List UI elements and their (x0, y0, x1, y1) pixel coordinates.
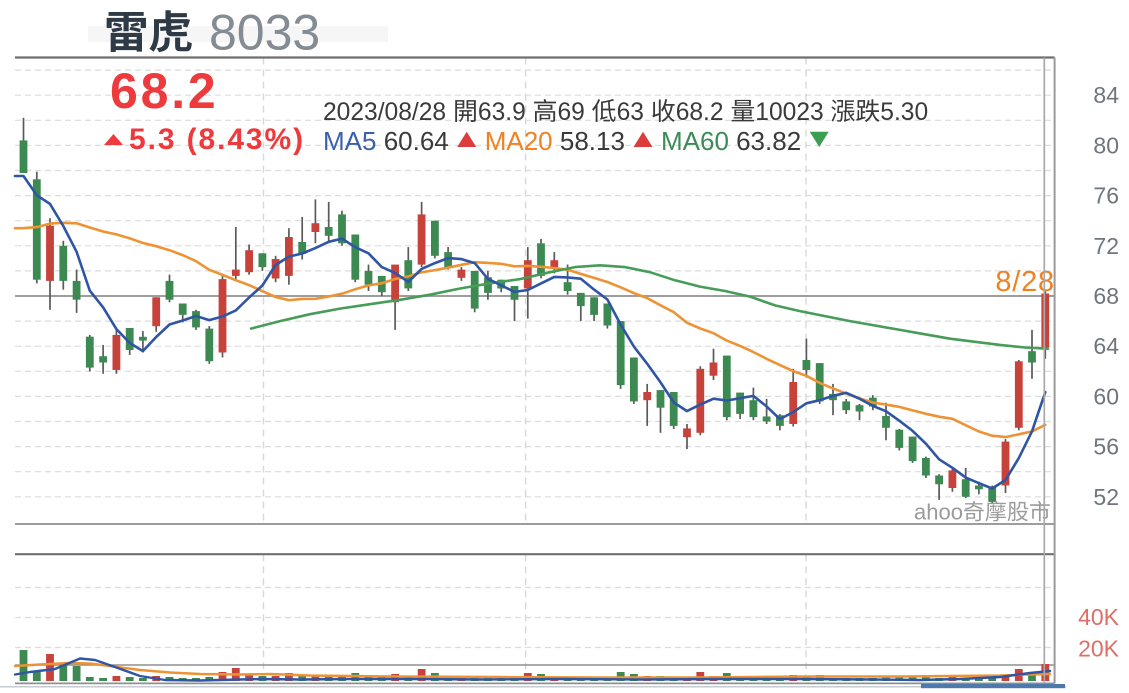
svg-text:76: 76 (1093, 183, 1119, 209)
svg-text:84: 84 (1093, 82, 1119, 108)
svg-text:68.2: 68.2 (110, 63, 219, 119)
svg-text:MA60: MA60 (661, 126, 736, 156)
svg-text:63.9: 63.9 (478, 99, 533, 126)
svg-text:5.3 (8.43%): 5.3 (8.43%) (129, 123, 305, 156)
svg-text:MA5: MA5 (323, 126, 384, 156)
svg-text:8/28: 8/28 (995, 266, 1055, 298)
svg-text:MA20: MA20 (485, 126, 560, 156)
svg-text:68: 68 (1093, 283, 1119, 309)
svg-text:2023/08/28: 2023/08/28 (323, 99, 453, 126)
svg-text:60: 60 (1093, 383, 1119, 409)
svg-text:63.82: 63.82 (736, 126, 801, 156)
svg-text:58.13: 58.13 (560, 126, 625, 156)
svg-text:56: 56 (1093, 434, 1119, 460)
svg-text:52: 52 (1093, 484, 1119, 510)
svg-text:64: 64 (1093, 333, 1119, 359)
svg-text:69: 69 (558, 99, 592, 126)
svg-text:5.30: 5.30 (880, 99, 928, 126)
svg-text:10023: 10023 (755, 99, 830, 126)
svg-text:20K: 20K (1078, 636, 1120, 662)
svg-text:ahoo: ahoo (914, 500, 963, 525)
svg-text:40K: 40K (1078, 604, 1120, 630)
svg-text:63: 63 (617, 99, 651, 126)
svg-text:72: 72 (1093, 233, 1119, 259)
svg-text:80: 80 (1093, 132, 1119, 158)
svg-text:8033: 8033 (209, 5, 320, 61)
svg-text:68.2: 68.2 (676, 99, 731, 126)
svg-text:60.64: 60.64 (384, 126, 449, 156)
